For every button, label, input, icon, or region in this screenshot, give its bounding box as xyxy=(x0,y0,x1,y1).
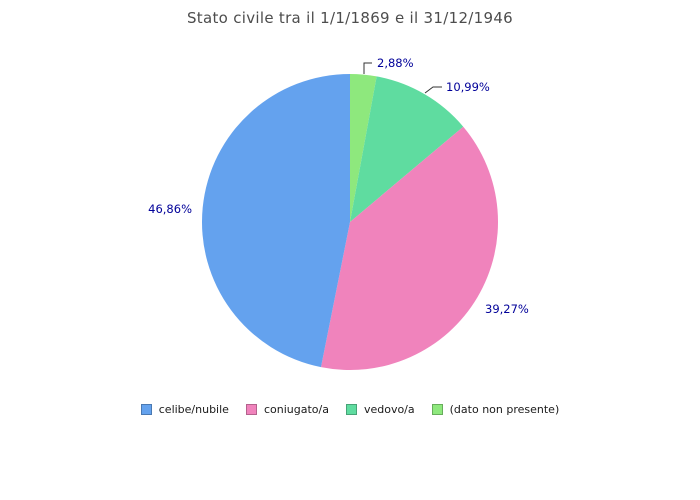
pct-label-celibe-nubile: 46,86% xyxy=(148,202,192,216)
pie-slice-dato-non-presente xyxy=(350,74,377,222)
pie-slice-coniugato-a xyxy=(320,126,499,371)
legend-item-celibe-nubile: celibe/nubile xyxy=(140,403,229,416)
legend-label-vedovo: vedovo/a xyxy=(363,403,415,416)
legend: celibe/nubile coniugato/a vedovo/a (dato… xyxy=(0,403,700,416)
pct-label-dato-non-presente: 2,88% xyxy=(377,56,414,70)
legend-item-coniugato: coniugato/a xyxy=(245,403,329,416)
legend-label-coniugato: coniugato/a xyxy=(263,403,329,416)
legend-swatch-dato-non-presente xyxy=(431,404,443,415)
leader-line-vedovo xyxy=(424,86,442,94)
legend-item-vedovo: vedovo/a xyxy=(345,403,415,416)
legend-item-dato-non-presente: (dato non presente) xyxy=(431,403,560,416)
leader-line-dato-non-presente xyxy=(363,62,372,74)
pie-slice-celibe-nubile xyxy=(201,74,350,368)
legend-label-dato-non-presente: (dato non presente) xyxy=(449,403,560,416)
pie-slices xyxy=(201,74,499,371)
pie-slice-vedovo-a xyxy=(350,76,464,222)
pct-label-vedovo: 10,99% xyxy=(446,80,490,94)
chart-title: Stato civile tra il 1/1/1869 e il 31/12/… xyxy=(186,9,514,27)
pct-label-coniugato: 39,27% xyxy=(485,302,529,316)
legend-swatch-celibe-nubile xyxy=(140,404,152,415)
legend-swatch-vedovo xyxy=(345,404,357,415)
legend-swatch-coniugato xyxy=(245,404,257,415)
legend-label-celibe-nubile: celibe/nubile xyxy=(158,403,229,416)
